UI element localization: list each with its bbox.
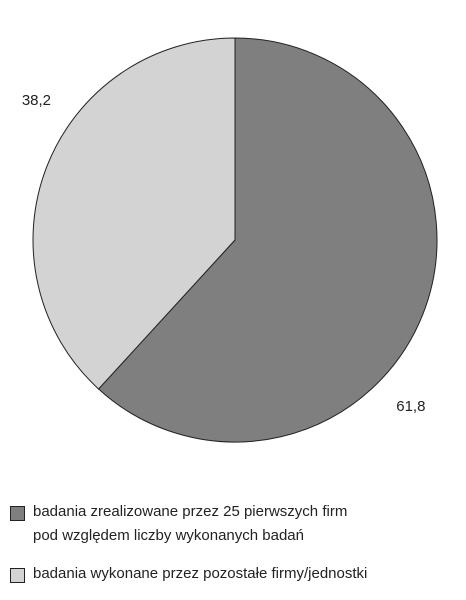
pie-slice xyxy=(97,37,438,443)
data-label: 61,8 xyxy=(396,398,425,415)
legend-item: badania zrealizowane przez 25 pierwszych… xyxy=(8,500,458,548)
legend-label: badania wykonane przez pozostałe firmy/j… xyxy=(33,565,368,582)
pie-slice xyxy=(32,37,236,390)
data-label: 38,2 xyxy=(22,92,51,109)
page: 61,8 38,2 badania zrealizowane przez 25 p… xyxy=(10,37,438,583)
legend-swatch xyxy=(10,506,25,521)
legend-label: badania zrealizowane przez 25 pierwszych… xyxy=(33,503,348,544)
legend-swatch xyxy=(10,568,25,583)
legend-item: badania wykonane przez pozostałe firmy/j… xyxy=(8,562,458,586)
legend: badania zrealizowane przez 25 pierwszych… xyxy=(8,500,458,600)
chart: 61,8 38,2 xyxy=(22,37,438,443)
